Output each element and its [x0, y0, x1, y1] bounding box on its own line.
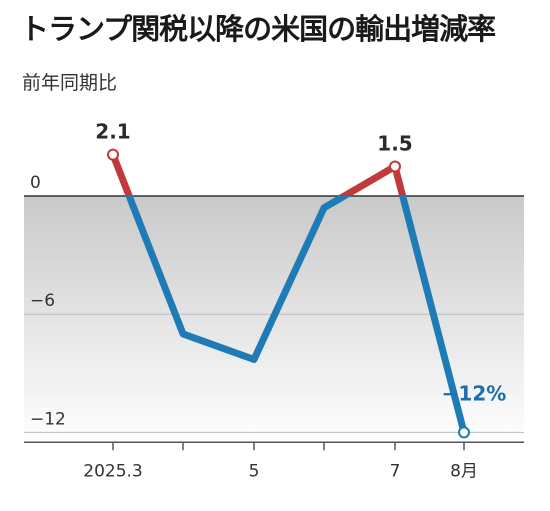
- chart-title: トランプ関税以降の米国の輸出増減率: [20, 12, 496, 46]
- y-tick-label-0: 0: [30, 173, 41, 193]
- data-labels: 2.1 1.5 −12%: [95, 120, 506, 406]
- x-tick-label-4: 7: [390, 461, 401, 481]
- x-tick-label-2: 5: [249, 461, 260, 481]
- chart-subtitle: 前年同期比: [22, 72, 118, 94]
- y-tick-labels: 0 −6 −12: [30, 173, 66, 429]
- point-marker-0: [107, 148, 119, 161]
- series-line-negative: [125, 196, 468, 436]
- data-label-4: 1.5: [377, 131, 412, 155]
- endpoint-markers: [107, 148, 470, 439]
- y-tick-label-2: −12: [30, 409, 66, 429]
- x-ticks: 2025.3 5 7 8月: [83, 442, 478, 481]
- x-tick-label-5: 8月: [450, 461, 478, 481]
- data-label-5: −12%: [442, 381, 507, 405]
- point-marker-4: [389, 160, 401, 173]
- x-tick-label-0: 2025.3: [83, 461, 142, 481]
- data-label-0: 2.1: [95, 120, 130, 144]
- y-tick-label-1: −6: [30, 291, 55, 311]
- point-marker-5: [458, 426, 470, 439]
